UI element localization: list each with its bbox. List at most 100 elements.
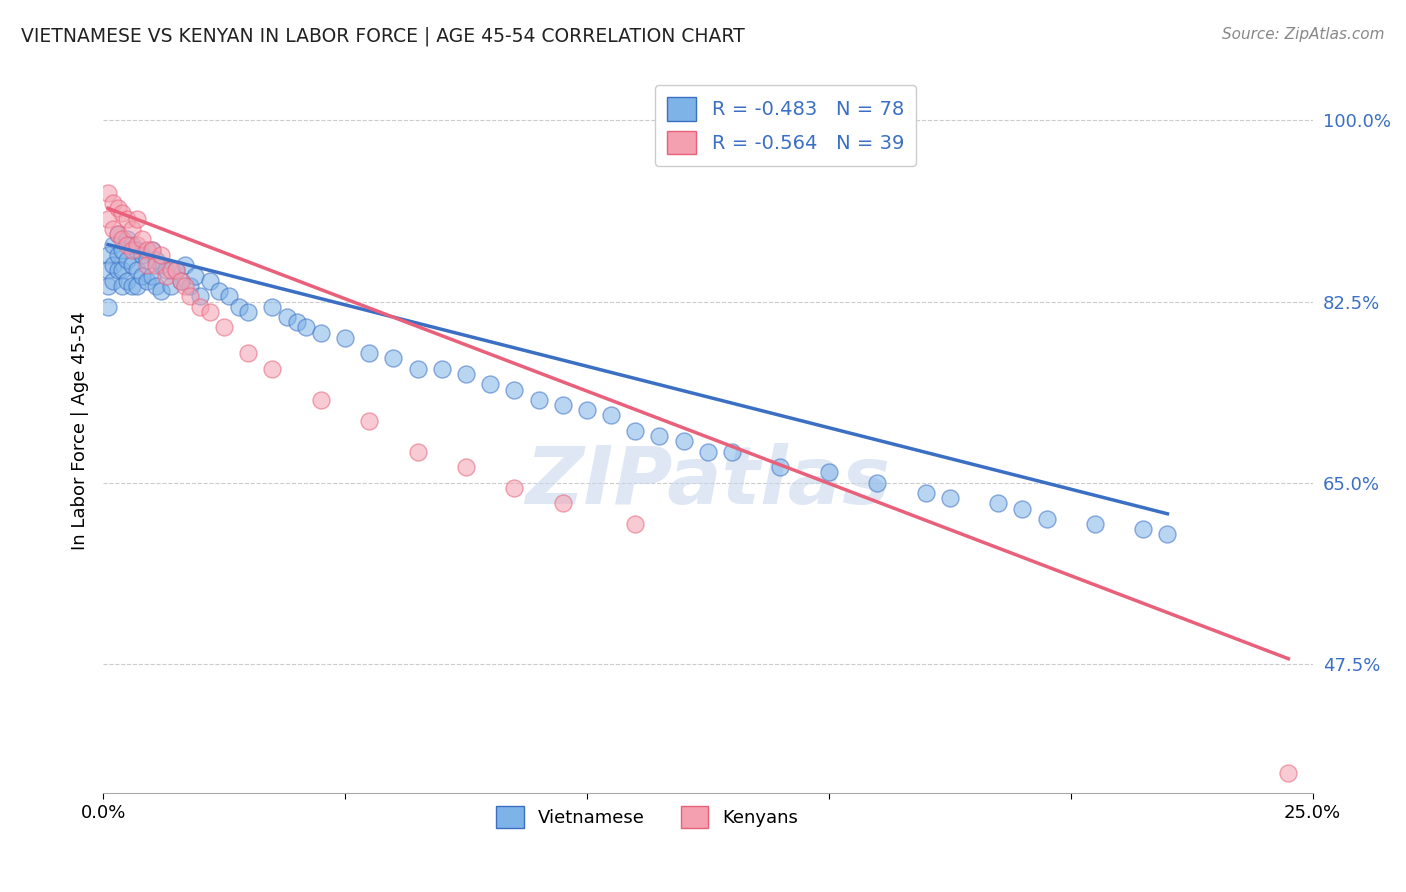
Point	[454, 460, 477, 475]
Point	[817, 466, 839, 480]
Point	[125, 211, 148, 226]
Point	[430, 361, 453, 376]
Point	[155, 268, 177, 283]
Point	[1084, 517, 1107, 532]
Point	[141, 243, 163, 257]
Point	[107, 202, 129, 216]
Point	[97, 248, 120, 262]
Text: ZIPatlas: ZIPatlas	[526, 442, 890, 521]
Point	[117, 274, 139, 288]
Point	[135, 243, 157, 257]
Point	[648, 429, 671, 443]
Legend: Vietnamese, Kenyans: Vietnamese, Kenyans	[489, 798, 806, 835]
Point	[107, 227, 129, 242]
Point	[309, 326, 332, 340]
Point	[121, 243, 143, 257]
Point	[1132, 522, 1154, 536]
Point	[145, 253, 167, 268]
Point	[97, 279, 120, 293]
Point	[121, 279, 143, 293]
Point	[276, 310, 298, 324]
Point	[1011, 501, 1033, 516]
Point	[309, 392, 332, 407]
Point	[188, 289, 211, 303]
Point	[131, 248, 153, 262]
Point	[117, 237, 139, 252]
Point	[97, 300, 120, 314]
Point	[406, 444, 429, 458]
Point	[238, 346, 260, 360]
Point	[285, 315, 308, 329]
Point	[382, 351, 405, 366]
Point	[295, 320, 318, 334]
Point	[575, 403, 598, 417]
Point	[198, 274, 221, 288]
Point	[101, 237, 124, 252]
Point	[145, 258, 167, 272]
Text: VIETNAMESE VS KENYAN IN LABOR FORCE | AGE 45-54 CORRELATION CHART: VIETNAMESE VS KENYAN IN LABOR FORCE | AG…	[21, 27, 745, 46]
Point	[333, 331, 356, 345]
Point	[1035, 512, 1057, 526]
Point	[101, 258, 124, 272]
Point	[131, 268, 153, 283]
Point	[160, 263, 183, 277]
Point	[503, 481, 526, 495]
Point	[262, 361, 284, 376]
Point	[987, 496, 1010, 510]
Point	[131, 232, 153, 246]
Point	[117, 211, 139, 226]
Point	[262, 300, 284, 314]
Text: Source: ZipAtlas.com: Source: ZipAtlas.com	[1222, 27, 1385, 42]
Point	[406, 361, 429, 376]
Point	[866, 475, 889, 490]
Point	[198, 305, 221, 319]
Point	[238, 305, 260, 319]
Point	[145, 279, 167, 293]
Point	[769, 460, 792, 475]
Point	[121, 237, 143, 252]
Point	[97, 211, 120, 226]
Point	[165, 263, 187, 277]
Point	[125, 279, 148, 293]
Point	[359, 414, 381, 428]
Point	[672, 434, 695, 449]
Point	[107, 263, 129, 277]
Point	[125, 237, 148, 252]
Point	[479, 377, 502, 392]
Point	[721, 444, 744, 458]
Point	[97, 263, 120, 277]
Point	[117, 232, 139, 246]
Point	[1156, 527, 1178, 541]
Point	[169, 274, 191, 288]
Point	[228, 300, 250, 314]
Point	[101, 274, 124, 288]
Point	[107, 227, 129, 242]
Point	[174, 258, 197, 272]
Point	[179, 279, 201, 293]
Point	[218, 289, 240, 303]
Point	[208, 284, 231, 298]
Point	[503, 383, 526, 397]
Point	[135, 253, 157, 268]
Point	[111, 232, 134, 246]
Point	[111, 243, 134, 257]
Point	[212, 320, 235, 334]
Point	[135, 258, 157, 272]
Point	[125, 243, 148, 257]
Point	[160, 279, 183, 293]
Point	[121, 258, 143, 272]
Point	[179, 289, 201, 303]
Point	[117, 253, 139, 268]
Point	[551, 398, 574, 412]
Point	[165, 263, 187, 277]
Point	[938, 491, 960, 506]
Point	[454, 367, 477, 381]
Point	[155, 263, 177, 277]
Point	[111, 206, 134, 220]
Y-axis label: In Labor Force | Age 45-54: In Labor Force | Age 45-54	[72, 311, 89, 550]
Point	[141, 268, 163, 283]
Point	[174, 279, 197, 293]
Point	[150, 258, 173, 272]
Point	[600, 409, 623, 423]
Point	[97, 186, 120, 200]
